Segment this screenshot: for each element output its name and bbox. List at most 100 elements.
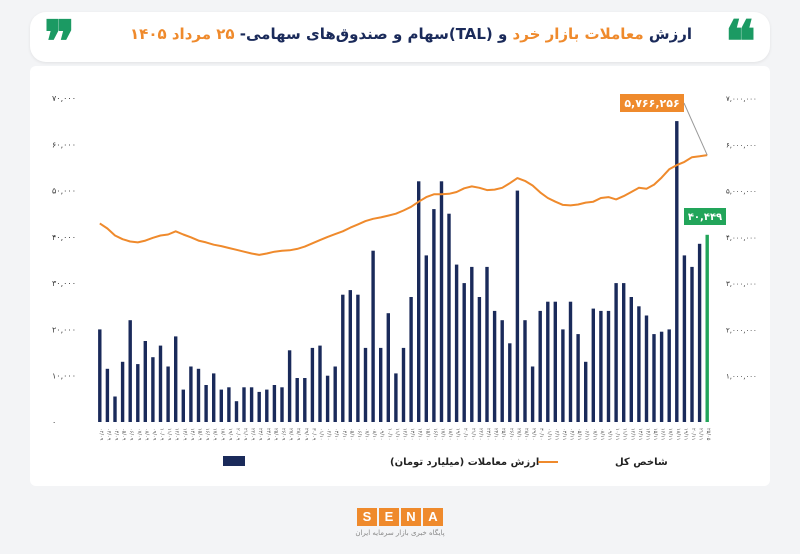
x-axis-tick-label: ۰۶/۰۹ bbox=[128, 428, 134, 441]
title-part-3: و (TAL)سهام و صندوق‌های سهامی- bbox=[234, 25, 513, 43]
trade-value-bar bbox=[652, 334, 656, 422]
x-axis-tick-label: ۲۴/۰۹ bbox=[265, 428, 271, 441]
trade-value-bar bbox=[667, 329, 671, 422]
legend-label-trade: ارزش معاملات (میلیارد تومان) bbox=[390, 457, 539, 468]
right-axis-tick-label: ۴,۰۰۰,۰۰۰ bbox=[726, 234, 757, 242]
trade-value-bar bbox=[439, 181, 444, 422]
trade-value-bar bbox=[295, 378, 299, 422]
trade-value-bar bbox=[690, 266, 694, 422]
right-axis-tick-label: ۵,۰۰۰,۰۰۰ bbox=[726, 188, 757, 196]
trade-value-bar bbox=[553, 301, 557, 422]
x-axis-tick-label: ۱۱/۱۱ bbox=[622, 428, 628, 440]
title-part-1: ارزش bbox=[643, 25, 692, 43]
left-axis-tick-label: ۷۰,۰۰۰ bbox=[52, 94, 76, 103]
trade-value-bar bbox=[174, 336, 178, 422]
trade-value-bar bbox=[379, 347, 383, 422]
trade-value-bar bbox=[181, 389, 185, 422]
x-axis-tick-label: ۱۴/۰۹ bbox=[189, 428, 195, 441]
x-axis-tick-label: ۰۸/۰۹ bbox=[143, 428, 149, 441]
x-axis-tick-label: ۰۲/۱۰ bbox=[326, 428, 332, 440]
trade-value-label: ۴۰,۴۴۹ bbox=[688, 212, 722, 223]
x-axis-tick-label: ۰۳/۰۹ bbox=[105, 428, 111, 441]
trade-value-bar bbox=[508, 343, 512, 422]
x-axis-tick-label: ۱۳/۰۹ bbox=[181, 428, 187, 441]
quote-close-icon: ❞ bbox=[44, 8, 76, 76]
x-axis-tick-label: ۲۲/۱۰ bbox=[477, 428, 483, 440]
left-axis-tick-label: ۰ bbox=[52, 418, 56, 427]
trade-value-bar bbox=[409, 297, 413, 422]
trade-value-bar bbox=[265, 389, 269, 422]
trade-value-bar bbox=[120, 361, 125, 422]
x-axis-tick-label: ۲۱/۱۱ bbox=[698, 428, 704, 440]
trade-value-bar bbox=[363, 347, 368, 422]
x-axis-tick-label: ۱۵/۱۱ bbox=[652, 428, 658, 440]
x-axis-tick-label: ۰۶/۱۱ bbox=[584, 428, 590, 440]
trade-value-bar bbox=[500, 320, 504, 422]
trade-value-bar bbox=[454, 264, 459, 422]
trade-value-bar bbox=[143, 341, 147, 422]
trade-value-bar bbox=[386, 313, 390, 422]
x-axis-tick-label: ۲۷/۱۰ bbox=[515, 428, 521, 440]
trade-value-bar bbox=[614, 283, 618, 422]
page-title: ارزش معاملات بازار خرد و (TAL)سهام و صند… bbox=[108, 25, 692, 43]
x-axis-tick-label: ۰۲/۰۹ bbox=[98, 428, 104, 441]
x-axis-tick-label: ۲۰/۱۱ bbox=[690, 428, 696, 440]
legend-label-index: شاخص کل bbox=[615, 457, 668, 468]
x-axis-tick-label: ۰۸/۱۰ bbox=[371, 428, 377, 440]
trade-value-bar bbox=[622, 283, 626, 422]
x-axis-tick-label: ۱۷/۰۹ bbox=[212, 428, 218, 441]
x-axis-tick-label: ۰۴/۱۱ bbox=[569, 428, 575, 440]
trade-value-bar bbox=[333, 366, 337, 422]
x-axis-tick-label: ۲۵/۱۰ bbox=[500, 428, 506, 440]
trade-value-bar bbox=[401, 347, 406, 422]
x-axis-tick-label: ۲۹/۱۰ bbox=[531, 428, 537, 440]
x-axis-tick-label: ۲۶/۰۹ bbox=[280, 428, 286, 441]
x-axis-tick-label: ۱۸/۱۱ bbox=[675, 428, 681, 440]
trade-value-bar bbox=[644, 315, 649, 422]
x-axis-tick-label: ۳۰/۱۰ bbox=[538, 428, 544, 440]
x-axis-tick-label: ۰۳/۱۰ bbox=[333, 428, 339, 440]
last-trade-bar bbox=[705, 234, 709, 422]
trade-value-bar bbox=[424, 255, 428, 422]
x-axis-tick-label: ۰۵/۰۹ bbox=[121, 428, 127, 441]
trade-value-bar bbox=[280, 387, 284, 422]
trade-value-bar bbox=[227, 387, 231, 422]
trade-value-bar bbox=[166, 366, 170, 422]
trade-value-bar bbox=[591, 308, 595, 422]
trade-value-bar bbox=[189, 366, 193, 422]
trade-value-bar bbox=[196, 368, 201, 422]
x-axis-tick-label: ۰۷/۰۹ bbox=[136, 428, 142, 441]
x-axis-tick-label: ۱۷/۱۰ bbox=[440, 428, 446, 440]
x-axis-tick-label: ۲۳/۱۰ bbox=[485, 428, 491, 440]
trade-value-bar bbox=[584, 361, 588, 422]
trade-value-bar bbox=[492, 310, 497, 422]
x-axis-tick-label: ۲۹/۰۹ bbox=[303, 428, 309, 441]
logo-letter: E bbox=[379, 508, 399, 526]
trade-value-bar bbox=[546, 301, 550, 422]
chart-canvas: ۰ ۱۰,۰۰۰ ۲۰,۰۰۰ ۳۰,۰۰۰ ۴۰,۰۰۰ ۵۰,۰۰۰ ۶۰,۰۰۰ ۷۰,… bbox=[52, 94, 757, 468]
trade-value-bar bbox=[538, 310, 542, 422]
left-axis-tick-label: ۱۰,۰۰۰ bbox=[52, 372, 76, 381]
x-axis-tick-label: ۱۰/۱۱ bbox=[614, 428, 620, 440]
logo-letters: S E N A bbox=[344, 508, 456, 526]
x-axis-tick-label: ۱۸/۰۹ bbox=[219, 428, 225, 441]
x-axis-tick-label: ۲۸/۰۹ bbox=[295, 428, 301, 441]
trade-value-bar bbox=[675, 121, 679, 422]
x-axis-tick-label: ۱۲/۱۰ bbox=[402, 428, 408, 440]
trade-value-bar bbox=[477, 297, 482, 422]
trade-value-bar bbox=[136, 364, 140, 422]
title-part-2: معاملات بازار خرد bbox=[512, 25, 644, 43]
logo-letter: A bbox=[423, 508, 443, 526]
trade-value-bar bbox=[242, 387, 246, 422]
logo-subtitle: پایگاه خبری بازار سرمایه ایران bbox=[355, 529, 445, 537]
trade-value-bar bbox=[462, 283, 466, 422]
x-axis-tick-label: ۱۱/۰۹ bbox=[166, 428, 172, 441]
sena-logo: S E N A پایگاه خبری بازار سرمایه ایران bbox=[344, 508, 456, 544]
right-axis-tick-label: ۶,۰۰۰,۰۰۰ bbox=[726, 141, 757, 149]
x-axis-tick-label: ۱۴/۱۱ bbox=[645, 428, 651, 440]
left-axis-tick-label: ۲۰,۰۰۰ bbox=[52, 325, 76, 334]
right-axis-tick-label: ۷,۰۰۰,۰۰۰ bbox=[726, 95, 757, 103]
x-axis-tick-label: ۱۹/۱۰ bbox=[455, 428, 461, 440]
trade-value-bar bbox=[417, 181, 421, 422]
x-axis-tick-label: ۱۵/۰۹ bbox=[197, 428, 203, 441]
